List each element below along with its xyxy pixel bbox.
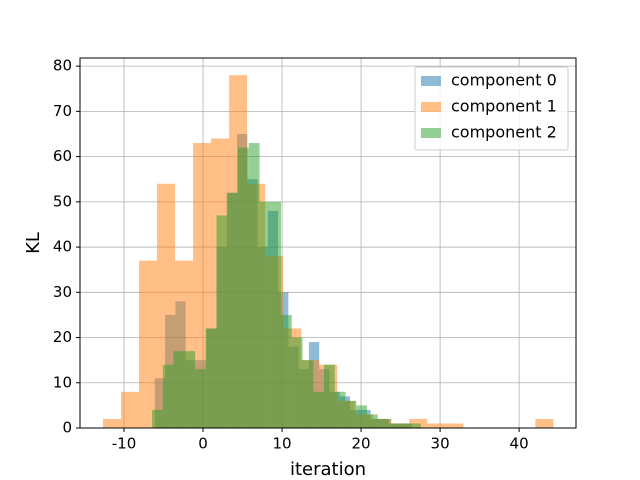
y-tick-label: 40 [53,238,72,256]
histogram-bar [248,143,260,428]
histogram-bar [334,391,346,428]
histogram-bar [427,423,446,428]
y-tick-label: 70 [53,102,72,120]
histogram-bar [377,418,389,428]
x-tick-label: 30 [431,435,450,453]
histogram-bar [162,364,174,428]
histogram-bar [291,337,303,428]
x-tick-label: 20 [352,435,371,453]
x-tick-label: -10 [112,435,137,453]
legend-label: component 0 [451,71,557,90]
legend-box [414,66,569,151]
histogram-bar [152,409,163,428]
y-axis-label: KL [23,232,44,254]
y-tick-label: 0 [62,419,72,437]
histogram-bar [121,391,140,428]
histogram-bar [345,400,357,428]
histogram-bar [270,201,282,428]
histogram-bar [173,351,185,428]
histogram-bar [227,192,239,428]
histogram-bar [302,360,314,428]
legend-swatch [421,128,441,138]
legend-swatch [421,76,441,86]
histogram-bar [281,314,292,428]
histogram-bar [535,418,554,428]
histogram-bar [238,147,249,428]
legend-swatch [421,102,441,112]
histogram-bar [356,405,367,428]
histogram-bar [388,423,400,428]
histogram-bar [399,423,410,428]
histogram-bar [216,215,228,428]
histogram-bar [324,364,335,428]
legend-label: component 1 [451,97,557,116]
histogram-bar [195,369,206,428]
y-tick-label: 80 [53,57,72,75]
histogram-bar [366,414,378,428]
legend-label: component 2 [451,123,557,142]
histogram-bar [445,423,464,428]
histogram-bar [259,201,271,428]
x-tick-label: 40 [510,435,529,453]
y-tick-label: 50 [53,192,72,210]
histogram-bar [102,418,122,428]
histogram-bar [313,391,325,428]
histogram-bar [184,351,196,428]
x-tick-label: 10 [273,435,292,453]
x-axis-label: iteration [290,459,366,480]
x-tick-label: 0 [198,435,208,453]
histogram-bar [139,260,158,428]
y-tick-label: 60 [53,147,72,165]
y-tick-label: 20 [53,328,72,346]
histogram-bar [205,328,217,428]
histogram-bar [409,423,421,428]
y-tick-label: 10 [53,373,72,391]
y-tick-label: 30 [53,283,72,301]
axes-frame [79,57,577,429]
